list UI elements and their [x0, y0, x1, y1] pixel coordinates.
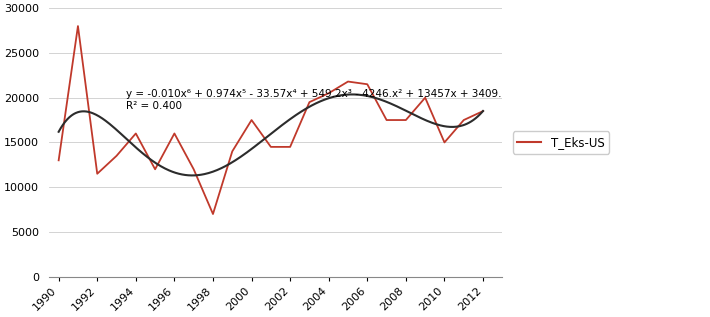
T_Eks-US	[131, 132, 140, 135]
T_Eks-US	[344, 80, 352, 83]
T_Eks-US	[55, 158, 63, 162]
T_Eks-US	[74, 24, 82, 28]
Line: T_Eks-US: T_Eks-US	[59, 26, 483, 214]
Legend: T_Eks-US: T_Eks-US	[513, 131, 609, 154]
T_Eks-US	[324, 91, 333, 95]
T_Eks-US	[479, 109, 487, 113]
T_Eks-US	[112, 154, 121, 158]
T_Eks-US	[286, 145, 295, 149]
T_Eks-US	[305, 100, 314, 104]
T_Eks-US	[421, 96, 430, 100]
Text: y = -0.010x⁶ + 0.974x⁵ - 33.57x⁴ + 549.2x³ - 4246.x² + 13457x + 3409.
R² = 0.400: y = -0.010x⁶ + 0.974x⁵ - 33.57x⁴ + 549.2…	[126, 89, 502, 111]
T_Eks-US	[209, 212, 217, 216]
T_Eks-US	[440, 140, 449, 144]
T_Eks-US	[247, 118, 256, 122]
T_Eks-US	[190, 167, 198, 171]
T_Eks-US	[363, 82, 371, 86]
T_Eks-US	[266, 145, 275, 149]
T_Eks-US	[459, 118, 468, 122]
T_Eks-US	[170, 132, 179, 135]
T_Eks-US	[93, 172, 102, 176]
T_Eks-US	[382, 118, 390, 122]
T_Eks-US	[402, 118, 410, 122]
T_Eks-US	[151, 167, 159, 171]
T_Eks-US	[228, 150, 236, 153]
